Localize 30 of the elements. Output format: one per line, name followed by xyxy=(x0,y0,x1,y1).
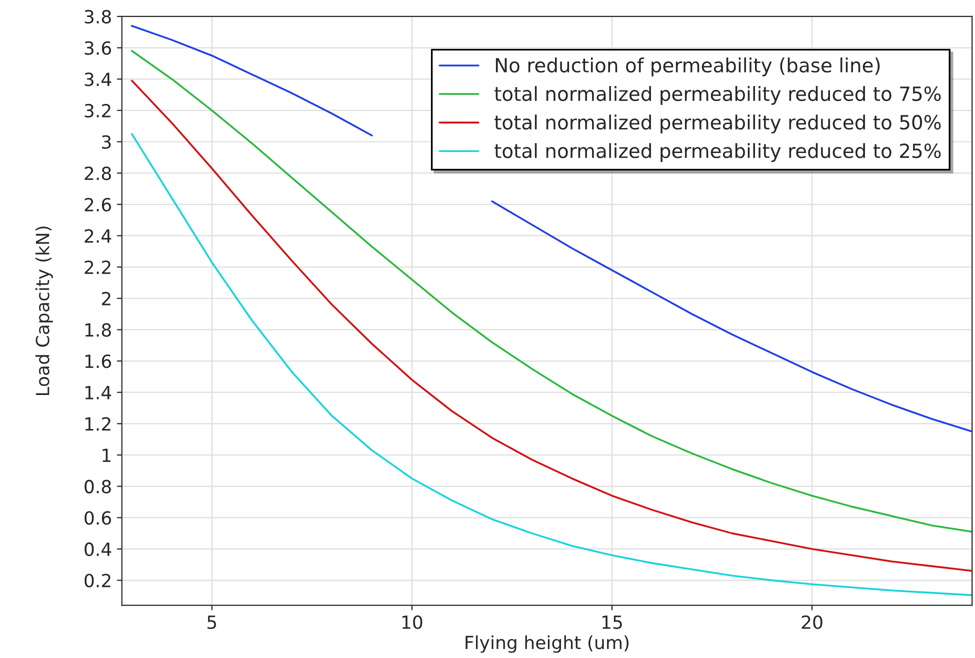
y-tick-label: 1.8 xyxy=(85,323,111,337)
y-tick-label: 3.4 xyxy=(84,72,112,86)
y-tick-label: 2.2 xyxy=(84,260,110,274)
y-tick-label: 2 xyxy=(102,292,110,306)
x-tick-label: 5 xyxy=(208,616,216,630)
y-tick-label: 2.8 xyxy=(84,166,111,180)
y-tick-label: 0.4 xyxy=(84,542,112,556)
x-tick-label: 10 xyxy=(402,615,422,630)
y-tick-label: 0.6 xyxy=(84,511,112,525)
y-tick-label: 1.6 xyxy=(85,354,112,368)
y-tick-label: 1.2 xyxy=(85,417,110,431)
legend-label: No reduction of permeability (base line) xyxy=(496,58,880,76)
y-tick-label: 3.6 xyxy=(84,41,112,55)
y-tick-label: 0.2 xyxy=(84,574,110,588)
y-tick-label: 3.8 xyxy=(84,10,111,24)
x-axis-title: Flying height (um) xyxy=(466,635,629,653)
y-axis-title: Load Capacity (kN) xyxy=(35,226,53,396)
y-tick-label: 1.4 xyxy=(85,386,112,400)
legend-label: total normalized permeability reduced to 25% xyxy=(494,143,941,162)
line-series xyxy=(130,133,972,596)
legend-label: total normalized permeability reduced to 50% xyxy=(494,114,941,134)
legend-label: total normalized permeability reduced to 75% xyxy=(494,86,941,105)
y-tick-label: 3.2 xyxy=(84,104,110,118)
x-tick-label: 20 xyxy=(802,615,822,630)
y-tick-label: 0.8 xyxy=(84,480,111,494)
x-tick-label: 15 xyxy=(602,616,622,630)
y-tick-label: 2.6 xyxy=(84,198,112,212)
y-tick-label: 1 xyxy=(102,448,110,462)
y-tick-label: 2.4 xyxy=(84,229,112,243)
y-tick-label: 3 xyxy=(102,135,111,149)
